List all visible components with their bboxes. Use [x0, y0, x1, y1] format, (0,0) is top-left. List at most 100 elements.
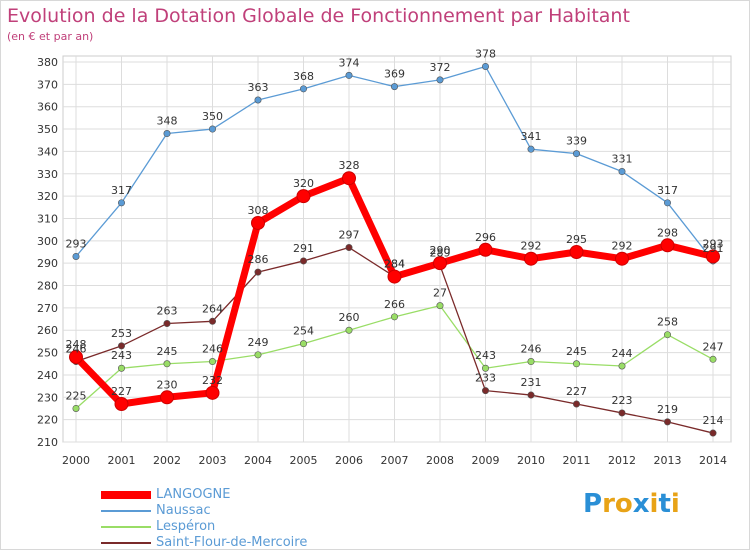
data-label-langogne: 230 — [157, 378, 178, 391]
data-point-saint_flour — [345, 244, 353, 252]
y-tick-label: 360 — [37, 101, 58, 114]
data-label-naussac: 372 — [430, 61, 451, 74]
data-label-langogne: 328 — [339, 159, 360, 172]
data-point-saint_flour — [299, 257, 307, 265]
x-tick-label: 2014 — [699, 454, 727, 467]
logo-letter: i — [649, 489, 659, 519]
y-tick-label: 250 — [37, 347, 58, 360]
data-point-langogne — [342, 171, 356, 186]
data-point-lesperon — [527, 358, 535, 366]
y-tick-label: 320 — [37, 190, 58, 203]
data-point-langogne — [433, 256, 447, 271]
data-label-naussac: 291 — [703, 242, 724, 255]
y-tick-label: 290 — [37, 257, 58, 270]
logo-letter: t — [658, 489, 671, 519]
data-point-lesperon — [709, 355, 717, 363]
data-label-saint_flour: 263 — [157, 305, 178, 318]
data-point-naussac — [618, 168, 626, 176]
data-point-lesperon — [663, 331, 671, 339]
data-point-langogne — [615, 251, 629, 266]
y-tick-label: 240 — [37, 369, 58, 382]
data-point-langogne — [296, 189, 311, 204]
x-tick-label: 2003 — [199, 454, 227, 467]
x-tick-label: 2013 — [654, 454, 682, 467]
data-point-langogne — [114, 397, 129, 411]
data-label-naussac: 378 — [475, 47, 496, 60]
data-point-naussac — [299, 85, 307, 93]
data-point-langogne — [478, 242, 493, 257]
data-point-lesperon — [72, 404, 80, 412]
y-tick-label: 270 — [37, 302, 58, 315]
data-label-saint_flour: 253 — [111, 327, 132, 340]
chart-subtitle: (en € et par an) — [7, 30, 94, 43]
y-tick-label: 310 — [37, 212, 58, 225]
grid-layer — [62, 55, 732, 443]
data-point-langogne — [706, 249, 720, 264]
legend-label-langogne: LANGOGNE — [156, 487, 231, 502]
data-label-saint_flour: 297 — [339, 229, 360, 242]
data-label-saint_flour: 227 — [566, 385, 587, 398]
data-point-langogne — [569, 245, 584, 259]
legend-label-lesperon: Lespéron — [156, 519, 216, 534]
legend-swatch-langogne — [101, 491, 151, 499]
data-point-lesperon — [345, 326, 353, 334]
data-label-langogne: 284 — [384, 258, 405, 271]
data-point-saint_flour — [709, 429, 717, 437]
data-point-saint_flour — [481, 387, 489, 395]
data-label-naussac: 369 — [384, 68, 405, 81]
data-label-naussac: 317 — [657, 184, 678, 197]
x-tick-label: 2010 — [517, 454, 545, 467]
data-label-lesperon: 266 — [384, 298, 405, 311]
data-point-lesperon — [118, 364, 126, 372]
y-tick-label: 350 — [37, 123, 58, 136]
y-tick-label: 340 — [37, 145, 58, 158]
y-tick-label: 260 — [37, 324, 58, 337]
data-label-saint_flour: 284 — [384, 258, 405, 271]
data-label-layer: 293 317 348 350 363 368 374 369 372 378 341 339 331 3… — [66, 47, 724, 427]
y-tick-label: 380 — [37, 56, 58, 69]
logo-letter: x — [632, 489, 650, 519]
x-tick-label: 2009 — [472, 454, 500, 467]
data-label-saint_flour: 223 — [612, 394, 633, 407]
data-label-lesperon: 244 — [612, 347, 633, 360]
data-label-lesperon: 249 — [248, 336, 269, 349]
data-label-langogne: 320 — [293, 177, 314, 190]
data-label-langogne: 290 — [430, 244, 451, 257]
legend-swatch-lesperon — [101, 526, 151, 528]
data-label-langogne: 232 — [202, 374, 223, 387]
data-label-naussac: 368 — [293, 70, 314, 83]
data-label-lesperon: 258 — [657, 316, 678, 329]
data-label-lesperon: 254 — [293, 325, 314, 338]
x-tick-label: 2012 — [608, 454, 636, 467]
data-label-saint_flour: 286 — [248, 253, 269, 266]
data-label-saint_flour: 233 — [475, 372, 496, 385]
y-tick-label: 330 — [37, 168, 58, 181]
y-tick-label: 300 — [37, 235, 58, 248]
data-point-langogne — [660, 238, 675, 253]
axis-layer: 210 220 230 240 250 260 270 280 290 300 310 320 330 3… — [37, 56, 727, 467]
y-tick-label: 280 — [37, 280, 58, 293]
data-point-saint_flour — [118, 342, 126, 350]
data-label-saint_flour: 219 — [657, 403, 678, 416]
data-point-saint_flour — [572, 400, 580, 408]
data-point-saint_flour — [618, 409, 626, 417]
data-point-naussac — [481, 62, 489, 70]
data-point-lesperon — [572, 360, 580, 368]
data-point-naussac — [436, 76, 444, 84]
data-label-saint_flour: 291 — [293, 242, 314, 255]
data-point-lesperon — [254, 351, 262, 359]
data-point-lesperon — [390, 313, 398, 321]
logo-letter: i — [670, 489, 680, 519]
y-tick-label: 210 — [37, 436, 58, 449]
x-tick-label: 2000 — [62, 454, 90, 467]
data-label-langogne: 293 — [703, 237, 724, 250]
data-point-langogne — [524, 251, 538, 266]
data-point-saint_flour — [527, 391, 535, 399]
data-label-lesperon: 243 — [475, 349, 496, 362]
data-label-naussac: 350 — [202, 110, 223, 123]
legend-label-naussac: Naussac — [156, 503, 211, 518]
data-point-naussac — [345, 71, 353, 79]
data-label-naussac: 374 — [339, 56, 360, 69]
y-tick-label: 230 — [37, 391, 58, 404]
